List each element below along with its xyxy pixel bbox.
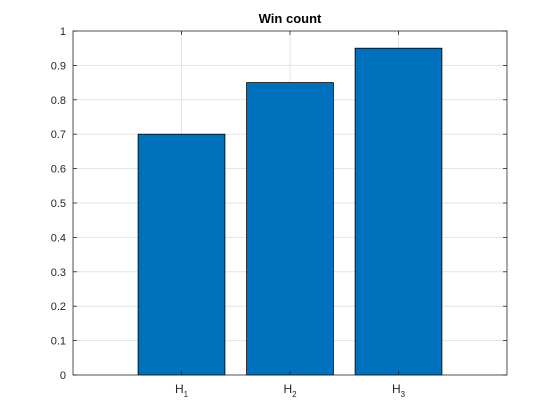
y-tick-label: 0.9	[51, 60, 66, 72]
y-tick-label: 0	[60, 370, 66, 382]
y-tick-label: 0.7	[51, 129, 66, 141]
y-tick-label: 0.1	[51, 336, 66, 348]
y-tick-label: 0.2	[51, 301, 66, 313]
x-tick-label: H2	[283, 382, 297, 399]
y-tick-label: 0.6	[51, 164, 66, 176]
y-tick-label: 0.5	[51, 198, 66, 210]
x-tick-label: H1	[175, 382, 189, 399]
y-tick-labels: 0 0.1 0.2 0.3 0.4 0.5 0.6 0.7 0.8 0.9 1	[51, 26, 66, 382]
y-tick-label: 0.4	[51, 232, 66, 244]
bars	[137, 47, 443, 376]
bar-H2	[246, 82, 334, 376]
ticks	[73, 30, 507, 376]
bar-H1	[137, 133, 226, 376]
y-tick-label: 1	[60, 26, 66, 38]
y-tick-label: 0.8	[51, 95, 66, 107]
y-tick-label: 0.3	[51, 267, 66, 279]
x-tick-labels: H1 H2 H3	[175, 382, 406, 399]
x-tick-label: H3	[392, 382, 406, 399]
bar-H3	[354, 47, 443, 376]
chart-title: Win count	[259, 11, 322, 26]
